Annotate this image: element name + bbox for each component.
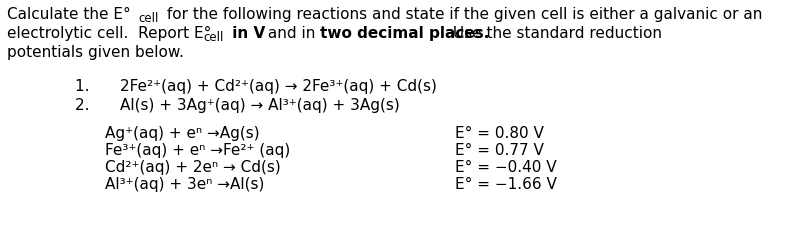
Text: Cd²⁺(aq) + 2eⁿ → Cd(s): Cd²⁺(aq) + 2eⁿ → Cd(s) — [105, 159, 280, 174]
Text: in V: in V — [227, 26, 265, 41]
Text: and in: and in — [263, 26, 320, 41]
Text: 2.  Al(s) + 3Ag⁺(aq) → Al³⁺(aq) + 3Ag(s): 2. Al(s) + 3Ag⁺(aq) → Al³⁺(aq) + 3Ag(s) — [75, 98, 400, 112]
Text: Fe³⁺(aq) + eⁿ →Fe²⁺ (aq): Fe³⁺(aq) + eⁿ →Fe²⁺ (aq) — [105, 142, 290, 157]
Text: for the following reactions and state if the given cell is either a galvanic or : for the following reactions and state if… — [162, 7, 763, 22]
Text: cell: cell — [203, 31, 223, 44]
Text: E° = 0.80 V: E° = 0.80 V — [455, 126, 544, 140]
Text: potentials given below.: potentials given below. — [7, 45, 184, 60]
Text: Ag⁺(aq) + eⁿ →Ag(s): Ag⁺(aq) + eⁿ →Ag(s) — [105, 126, 260, 140]
Text: E° = 0.77 V: E° = 0.77 V — [455, 142, 544, 157]
Text: 1.  2Fe²⁺(aq) + Cd²⁺(aq) → 2Fe³⁺(aq) + Cd(s): 1. 2Fe²⁺(aq) + Cd²⁺(aq) → 2Fe³⁺(aq) + Cd… — [75, 79, 437, 94]
Text: Calculate the E°: Calculate the E° — [7, 7, 131, 22]
Text: Al³⁺(aq) + 3eⁿ →Al(s): Al³⁺(aq) + 3eⁿ →Al(s) — [105, 176, 264, 191]
Text: Use the standard reduction: Use the standard reduction — [448, 26, 662, 41]
Text: E° = −0.40 V: E° = −0.40 V — [455, 159, 557, 174]
Text: E° = −1.66 V: E° = −1.66 V — [455, 176, 557, 191]
Text: electrolytic cell.  Report E°: electrolytic cell. Report E° — [7, 26, 211, 41]
Text: cell: cell — [138, 12, 159, 25]
Text: two decimal places.: two decimal places. — [320, 26, 489, 41]
